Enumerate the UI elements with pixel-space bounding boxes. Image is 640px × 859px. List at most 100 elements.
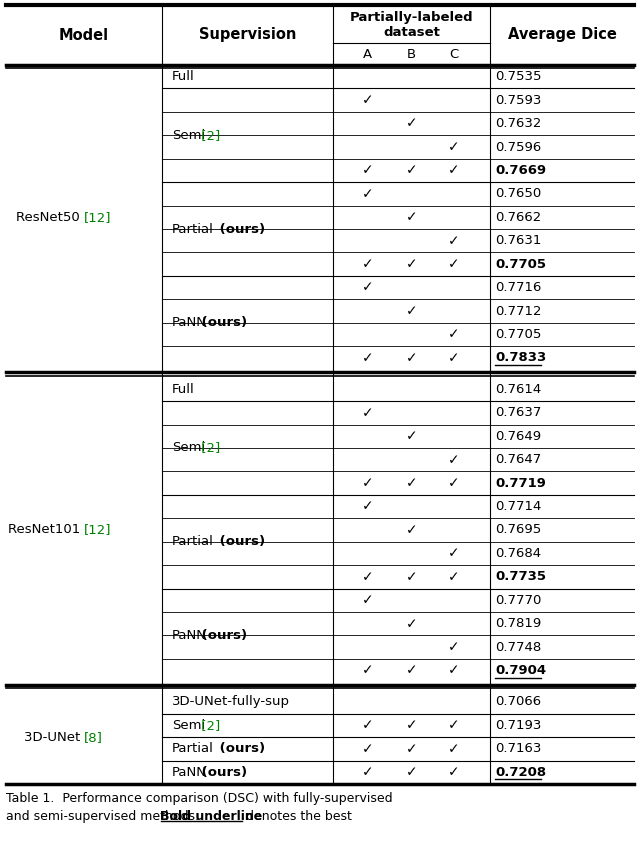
Text: 0.7208: 0.7208 (495, 765, 546, 779)
Text: 0.7596: 0.7596 (495, 141, 541, 154)
Text: 0.7684: 0.7684 (495, 547, 541, 560)
Text: [2]: [2] (197, 129, 220, 142)
Text: 0.7631: 0.7631 (495, 235, 541, 247)
Text: 0.7716: 0.7716 (495, 281, 541, 294)
Text: 0.7650: 0.7650 (495, 187, 541, 200)
Text: ✓: ✓ (362, 476, 373, 490)
Text: 3D-UNet-fully-sup: 3D-UNet-fully-sup (172, 696, 290, 709)
Text: ✓: ✓ (362, 765, 373, 779)
Text: Partial: Partial (172, 222, 214, 235)
Text: 3D-UNet: 3D-UNet (24, 731, 84, 744)
Text: 0.7819: 0.7819 (495, 617, 541, 631)
Text: ✓: ✓ (448, 640, 460, 654)
Text: Table 1.  Performance comparison (DSC) with fully-supervised: Table 1. Performance comparison (DSC) wi… (6, 792, 392, 805)
Text: ✓: ✓ (406, 430, 417, 443)
Text: 0.7066: 0.7066 (495, 696, 541, 709)
Text: ✓: ✓ (406, 163, 417, 178)
Text: [12]: [12] (84, 210, 111, 224)
Text: ✓: ✓ (406, 523, 417, 537)
Text: 0.7712: 0.7712 (495, 305, 541, 318)
Text: 0.7637: 0.7637 (495, 406, 541, 419)
Text: A: A (363, 47, 372, 60)
Text: ✓: ✓ (448, 257, 460, 271)
Text: (ours): (ours) (197, 765, 247, 779)
Text: ✓: ✓ (362, 570, 373, 584)
Text: ✓: ✓ (406, 570, 417, 584)
Text: ResNet101: ResNet101 (8, 523, 84, 537)
Text: C: C (449, 47, 458, 60)
Text: (ours): (ours) (216, 535, 266, 548)
Text: Partial: Partial (172, 535, 214, 548)
Text: Average Dice: Average Dice (508, 27, 616, 42)
Text: 0.7649: 0.7649 (495, 430, 541, 442)
Text: ✓: ✓ (448, 718, 460, 733)
Text: B: B (407, 47, 416, 60)
Text: ✓: ✓ (406, 304, 417, 318)
Text: ✓: ✓ (406, 663, 417, 678)
Text: (ours): (ours) (197, 629, 247, 642)
Text: 0.7695: 0.7695 (495, 523, 541, 537)
Text: ✓: ✓ (406, 617, 417, 631)
Text: denotes the best: denotes the best (243, 810, 352, 823)
Text: ✓: ✓ (448, 765, 460, 779)
Text: 0.7748: 0.7748 (495, 641, 541, 654)
Text: ✓: ✓ (448, 546, 460, 560)
Text: 0.7833: 0.7833 (495, 351, 547, 364)
Text: and semi-supervised methods.: and semi-supervised methods. (6, 810, 207, 823)
Text: ✓: ✓ (362, 281, 373, 295)
Text: ✓: ✓ (362, 500, 373, 514)
Text: 0.7735: 0.7735 (495, 570, 546, 583)
Text: Semi: Semi (172, 719, 205, 732)
Text: ✓: ✓ (406, 718, 417, 733)
Text: 0.7662: 0.7662 (495, 210, 541, 224)
Text: 0.7705: 0.7705 (495, 328, 541, 341)
Text: ✓: ✓ (362, 718, 373, 733)
Text: ✓: ✓ (448, 234, 460, 247)
Text: ✓: ✓ (406, 351, 417, 365)
Text: Full: Full (172, 383, 195, 396)
Text: ✓: ✓ (448, 327, 460, 342)
Text: 0.7770: 0.7770 (495, 594, 541, 606)
Text: ✓: ✓ (448, 663, 460, 678)
Text: PaNN: PaNN (172, 316, 207, 329)
Text: ✓: ✓ (448, 140, 460, 154)
Text: ✓: ✓ (406, 476, 417, 490)
Text: Model: Model (59, 27, 109, 42)
Text: ✓: ✓ (448, 163, 460, 178)
Text: ✓: ✓ (362, 594, 373, 607)
Text: ✓: ✓ (362, 742, 373, 756)
Text: ✓: ✓ (362, 93, 373, 107)
Text: 0.7632: 0.7632 (495, 117, 541, 130)
Text: ✓: ✓ (448, 742, 460, 756)
Text: 0.7714: 0.7714 (495, 500, 541, 513)
Text: [8]: [8] (84, 731, 103, 744)
Text: Supervision: Supervision (199, 27, 296, 42)
Text: ResNet50: ResNet50 (16, 210, 84, 224)
Text: dataset: dataset (383, 27, 440, 40)
Text: 0.7614: 0.7614 (495, 383, 541, 396)
Text: ✓: ✓ (406, 742, 417, 756)
Text: ✓: ✓ (448, 351, 460, 365)
Text: PaNN: PaNN (172, 629, 207, 642)
Text: (ours): (ours) (197, 316, 247, 329)
Text: Semi: Semi (172, 129, 205, 142)
Text: Partial: Partial (172, 742, 214, 755)
Text: 0.7719: 0.7719 (495, 477, 546, 490)
Text: ✓: ✓ (362, 663, 373, 678)
Text: ✓: ✓ (406, 765, 417, 779)
Text: Bold underline: Bold underline (161, 810, 263, 823)
Text: ✓: ✓ (406, 117, 417, 131)
Text: 0.7193: 0.7193 (495, 719, 541, 732)
Text: ✓: ✓ (362, 163, 373, 178)
Text: 0.7904: 0.7904 (495, 664, 546, 677)
Text: 0.7593: 0.7593 (495, 94, 541, 107)
Text: ✓: ✓ (448, 570, 460, 584)
Text: [2]: [2] (197, 719, 220, 732)
Text: ✓: ✓ (362, 351, 373, 365)
Text: [12]: [12] (84, 523, 111, 537)
Text: ✓: ✓ (448, 476, 460, 490)
Text: [2]: [2] (197, 442, 220, 454)
Text: ✓: ✓ (448, 453, 460, 466)
Text: 0.7647: 0.7647 (495, 454, 541, 466)
Text: Full: Full (172, 70, 195, 83)
